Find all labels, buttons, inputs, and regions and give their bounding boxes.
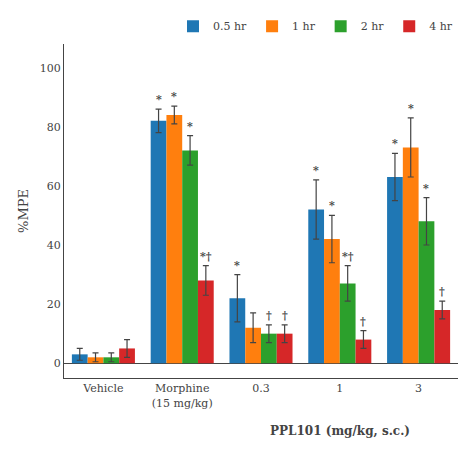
svg-text:*: * — [171, 90, 177, 103]
svg-text:*: * — [392, 137, 398, 150]
svg-text:%MPE: %MPE — [16, 189, 31, 233]
svg-text:100: 100 — [40, 62, 61, 75]
svg-text:PPL101 (mg/kg, s.c.): PPL101 (mg/kg, s.c.) — [270, 424, 410, 438]
svg-text:*: * — [187, 120, 193, 133]
svg-text:1 hr: 1 hr — [292, 20, 316, 33]
svg-text:*: * — [156, 93, 162, 106]
svg-text:Vehicle: Vehicle — [82, 382, 123, 395]
svg-text:2 hr: 2 hr — [361, 20, 385, 33]
svg-text:*: * — [423, 182, 429, 195]
svg-text:*: * — [234, 259, 240, 272]
svg-text:†: † — [282, 309, 288, 322]
svg-text:*†: *† — [342, 250, 354, 263]
svg-text:40: 40 — [47, 239, 61, 252]
svg-text:0.3: 0.3 — [252, 382, 270, 395]
svg-text:3: 3 — [415, 382, 422, 395]
svg-text:*: * — [313, 164, 319, 177]
svg-text:4 hr: 4 hr — [429, 20, 453, 33]
svg-text:Morphine(15 mg/kg): Morphine(15 mg/kg) — [152, 382, 213, 409]
svg-text:†: † — [439, 285, 445, 298]
svg-text:60: 60 — [47, 180, 61, 193]
svg-text:1: 1 — [336, 382, 343, 395]
svg-text:0: 0 — [54, 357, 61, 370]
svg-text:*†: *† — [200, 250, 212, 263]
svg-text:*: * — [408, 102, 414, 115]
svg-text:†: † — [266, 309, 272, 322]
svg-text:0.5 hr: 0.5 hr — [213, 20, 247, 33]
svg-text:80: 80 — [47, 121, 61, 134]
svg-text:†: † — [360, 315, 366, 328]
svg-text:*: * — [329, 199, 335, 212]
svg-text:20: 20 — [47, 298, 61, 311]
